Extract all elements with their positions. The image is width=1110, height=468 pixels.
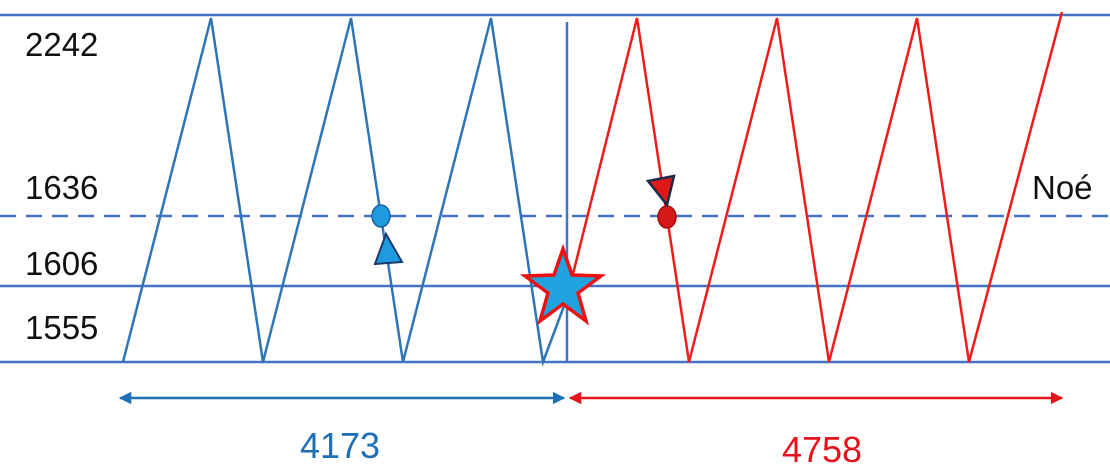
red-pointer-icon xyxy=(645,174,676,208)
level-label-1636: 1636 xyxy=(25,169,98,206)
junction-star-icon xyxy=(519,243,607,326)
left-span-label: 4173 xyxy=(300,425,380,466)
right-span-label: 4758 xyxy=(782,429,862,468)
level-label-2242: 2242 xyxy=(25,26,98,63)
dashed-line-label: Noé xyxy=(1032,169,1093,206)
level-label-1606: 1606 xyxy=(25,245,98,282)
blue-pointer-icon xyxy=(373,231,404,266)
red-zigzag xyxy=(565,11,1064,363)
level-label-1555: 1555 xyxy=(25,309,98,346)
blue-dot xyxy=(371,204,391,228)
red-dot xyxy=(657,205,677,229)
blue-zigzag xyxy=(121,17,569,367)
